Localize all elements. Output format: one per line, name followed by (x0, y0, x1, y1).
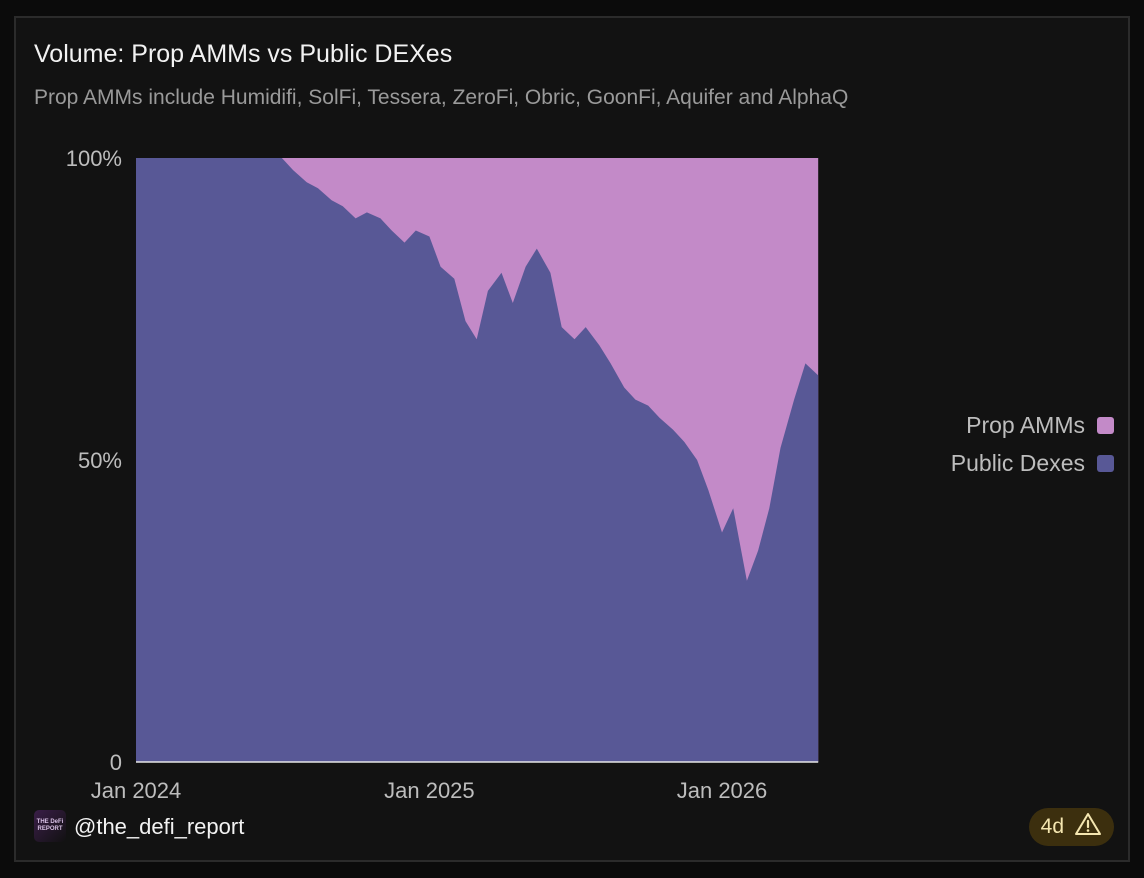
logo: THE DeFi REPORT (34, 810, 66, 842)
area-public-dexes (136, 158, 819, 762)
warning-icon (1074, 812, 1102, 842)
legend-item-prop-amms[interactable]: Prop AMMs (951, 406, 1114, 444)
legend: Prop AMMs Public Dexes (951, 406, 1114, 482)
legend-swatch-prop-amms (1097, 416, 1114, 434)
author-handle[interactable]: @the_defi_report (74, 814, 245, 839)
legend-label-public-dexes: Public Dexes (950, 449, 1085, 476)
age-badge-label: 4d (1040, 815, 1064, 838)
chart-subtitle: Prop AMMs include Humidifi, SolFi, Tesse… (34, 86, 849, 109)
x-tick-label: Jan 2025 (384, 778, 475, 803)
logo-text: THE DeFi REPORT (36, 819, 64, 832)
y-tick-label: 0 (110, 750, 122, 775)
legend-label-prop-amms: Prop AMMs (966, 411, 1085, 438)
y-tick-label: 50% (78, 448, 122, 473)
area-chart: 0 50% 100% Jan 2024 Jan 2025 Jan 2026 (66, 146, 819, 803)
legend-item-public-dexes[interactable]: Public Dexes (951, 444, 1114, 482)
chart-card: Volume: Prop AMMs vs Public DEXes Prop A… (14, 16, 1130, 862)
x-tick-label: Jan 2026 (677, 778, 768, 803)
y-tick-label: 100% (66, 146, 122, 171)
chart-title: Volume: Prop AMMs vs Public DEXes (34, 40, 453, 68)
x-tick-label: Jan 2024 (91, 778, 182, 803)
legend-swatch-public-dexes (1097, 454, 1114, 472)
age-badge[interactable]: 4d (1028, 808, 1114, 846)
